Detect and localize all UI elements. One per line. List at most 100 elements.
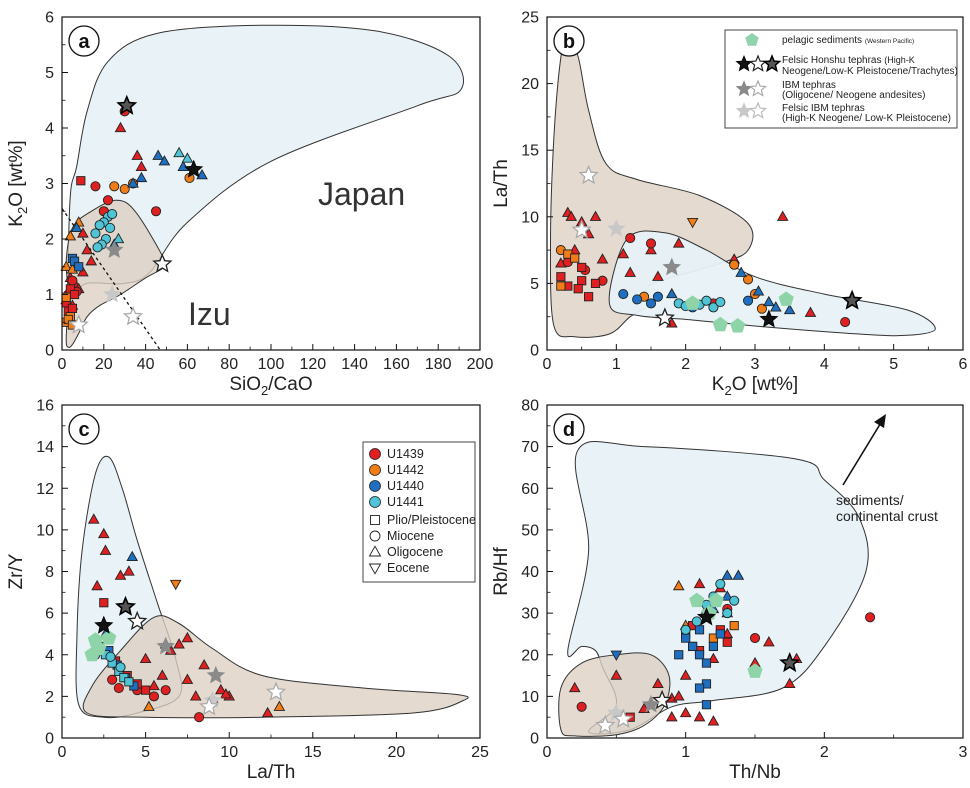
point-b-2-3 — [584, 292, 594, 302]
point-b-8-2 — [708, 302, 719, 313]
xtick-label-a-0: 0 — [58, 356, 67, 373]
xtick-label-b-0: 0 — [543, 356, 552, 373]
point-a-8-2 — [94, 220, 105, 231]
point-c-0-14 — [156, 669, 169, 680]
point-c-4-1 — [273, 700, 286, 711]
point-b-2-2 — [577, 276, 587, 286]
legend-c-age-2: Oligocene — [387, 545, 443, 559]
point-a-1-6 — [67, 275, 78, 286]
point-a-4-2 — [109, 181, 120, 192]
point-d-5-4 — [708, 641, 718, 652]
xtick-label-a-7: 140 — [341, 356, 368, 373]
ytick-label-d-3: 30 — [521, 606, 539, 623]
point-d-5-2 — [694, 650, 705, 660]
point-d-0-6 — [672, 690, 685, 701]
ref-b-5-0 — [607, 219, 626, 237]
legend-c-age-symbol-1 — [369, 530, 381, 542]
point-c-0-2 — [99, 544, 112, 555]
ytick-label-a-6: 6 — [45, 10, 54, 27]
point-d-0-8 — [679, 706, 692, 718]
ref-d-6-0 — [595, 714, 616, 735]
point-a-6-0 — [152, 149, 164, 160]
xtick-label-a-4: 80 — [220, 356, 238, 373]
ref-b-0-2 — [778, 291, 794, 306]
ytick-label-d-8: 80 — [521, 398, 539, 415]
ref-d-0-2 — [708, 592, 724, 608]
xtick-label-c-0: 0 — [58, 744, 67, 761]
point-a-0-0 — [114, 121, 127, 133]
ref-c-1-0 — [94, 615, 114, 634]
ref-d-4-0 — [641, 694, 661, 713]
point-a-0-1 — [131, 149, 144, 160]
point-c-0-5 — [123, 565, 135, 576]
point-c-0-4 — [91, 579, 103, 591]
xtick-label-a-6: 120 — [299, 356, 326, 373]
ytick-label-b-5: 25 — [521, 10, 539, 27]
point-b-7-0 — [752, 285, 765, 296]
point-d-8-5 — [729, 595, 740, 606]
ref-a-1-0 — [152, 253, 173, 273]
point-d-6-1 — [732, 569, 745, 580]
legend-b-pelagic: pelagic sediments (Western Pacific) — [782, 35, 914, 46]
ytick-label-d-1: 10 — [521, 689, 539, 706]
point-c-7-5 — [124, 677, 134, 687]
point-b-3-2 — [743, 274, 754, 285]
legend-c-age-symbol-3 — [368, 563, 382, 575]
point-d-5-7 — [694, 625, 705, 635]
point-b-2-0 — [556, 272, 566, 282]
point-c-0-18 — [181, 631, 194, 643]
panel-b: 0 1 2 3 4 5 6 0 5 10 15 20 25 K2O [wt%] La/Th b — [491, 10, 968, 399]
point-d-5-10 — [701, 700, 712, 710]
point-b-8-1 — [701, 295, 712, 306]
ytick-label-c-5: 10 — [36, 522, 54, 539]
point-b-0-1 — [565, 210, 578, 221]
point-d-0-10 — [707, 715, 720, 726]
point-a-0-12 — [85, 254, 98, 266]
xaxis-label-d: Th/Nb — [729, 762, 781, 783]
point-b-0-11 — [776, 210, 789, 221]
point-c-0-3 — [114, 569, 127, 580]
xtick-label-a-5: 100 — [258, 356, 285, 373]
point-b-7-1 — [763, 295, 775, 307]
point-a-8-3 — [107, 208, 118, 220]
ref-c-4-0 — [156, 636, 175, 655]
panel-a: 0 20 40 60 80 100 120 140 160 180 200 0 1 2 3 4 5 6 SiO2/C… — [6, 10, 493, 399]
ytick-label-a-2: 2 — [45, 232, 54, 249]
point-c-0-0 — [87, 513, 100, 524]
legend-c-box — [362, 441, 476, 583]
xtick-label-b-3: 3 — [751, 356, 760, 373]
xtick-label-c-4: 20 — [388, 744, 406, 761]
point-a-9-0 — [173, 146, 185, 158]
ref-d-0-3 — [747, 663, 763, 678]
point-d-7-0 — [610, 650, 623, 661]
point-d-8-6 — [680, 624, 691, 635]
legend-b-felsic-ibm-2: (High-K Neogene/ Low-K Pleistocene) — [782, 113, 951, 124]
ref-b-3-0 — [841, 289, 863, 310]
xaxis-label-b: K2O [wt%] — [712, 374, 798, 398]
legend-c-age-0: Plio/Pleistocene — [387, 513, 476, 527]
point-a-8-7 — [92, 242, 103, 253]
point-c-0-19 — [220, 688, 232, 699]
xtick-label-c-3: 15 — [304, 744, 322, 761]
legend-c-site-symbol-3 — [369, 496, 381, 508]
point-d-0-0 — [568, 681, 581, 693]
legend-c-site-1: U1442 — [387, 463, 424, 477]
point-b-0-8 — [645, 243, 657, 255]
ref-a-4-0 — [102, 284, 122, 303]
ref-c-6-1 — [198, 696, 220, 716]
ref-b-0-0 — [712, 316, 728, 332]
plots-layer: 0 20 40 60 80 100 120 140 160 180 2000123456SiO2/C… — [6, 10, 968, 784]
xaxis-label-a: SiO2/CaO — [229, 374, 312, 398]
ytick-label-d-6: 60 — [521, 481, 539, 498]
point-c-0-9 — [198, 658, 210, 670]
point-d-0-7 — [665, 710, 678, 722]
ref-b-6-0 — [578, 164, 599, 185]
ytick-label-c-2: 4 — [45, 647, 54, 664]
legend-c-age-symbol-2 — [368, 545, 382, 557]
point-c-1-0 — [107, 674, 118, 685]
ref-a-0-0 — [184, 159, 204, 178]
point-d-0-17 — [693, 577, 706, 589]
point-b-0-15 — [804, 306, 817, 317]
legend-b-ibm-1: IBM tephras — [782, 80, 836, 91]
